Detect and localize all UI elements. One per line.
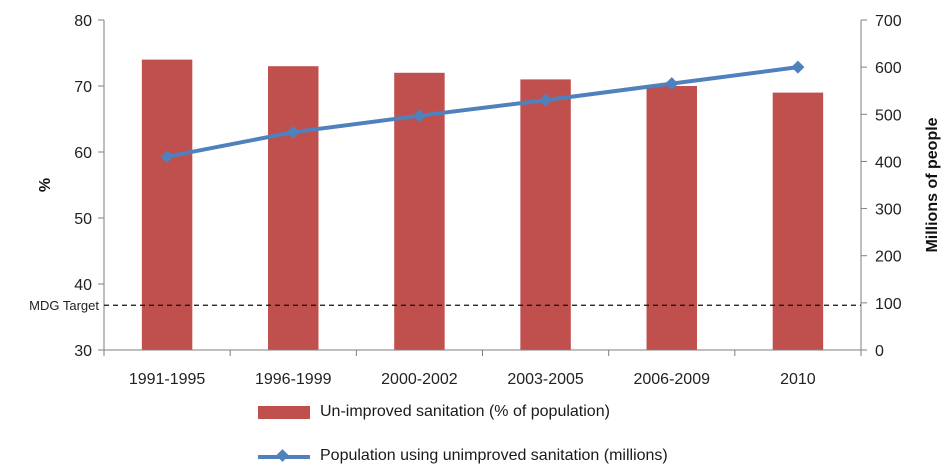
- x-tick-label: 2006-2009: [633, 371, 710, 388]
- bar: [520, 79, 571, 351]
- reference-line-group: MDG Target: [29, 298, 861, 313]
- line-point: [412, 109, 426, 123]
- y2-tick-label: 700: [875, 13, 902, 30]
- y2-tick-label: 300: [875, 202, 902, 219]
- x-tick-label: 1996-1999: [255, 371, 332, 388]
- category-labels: 1991-1995 1996-1999 2000-2002 2003-2005 2006…: [129, 371, 816, 388]
- legend-line-swatch: [258, 448, 310, 463]
- y2-tick-label: 400: [875, 154, 902, 171]
- y-axis-title: %: [37, 178, 54, 192]
- series-line: [166, 65, 799, 159]
- y2-tick-label: 0: [875, 343, 884, 360]
- x-tick-label: 2000-2002: [381, 371, 458, 388]
- legend-item-line: Population using unimproved sanitation (…: [258, 447, 668, 465]
- y2-tick-label: 600: [875, 60, 902, 77]
- y-tick-label: 70: [74, 79, 92, 96]
- x-tick-label: 1991-1995: [129, 371, 206, 388]
- bar: [141, 59, 193, 350]
- bar: [646, 86, 697, 350]
- ticks-group: 30 40 50 60 70 80 0 100 200 300 400 500 600 700: [74, 13, 902, 360]
- y-tick-label: 50: [74, 211, 92, 228]
- y2-tick-label: 500: [875, 107, 902, 124]
- legend-bar-swatch: [258, 405, 310, 419]
- y2-axis-title: Millions of people: [924, 117, 941, 252]
- line-point: [665, 77, 679, 91]
- bars-group: [141, 59, 824, 351]
- y-tick-label: 80: [74, 13, 92, 30]
- bar: [772, 92, 824, 350]
- x-tick-label: 2003-2005: [507, 371, 584, 388]
- bar: [268, 66, 319, 350]
- line-point: [539, 93, 553, 107]
- line-point: [160, 150, 174, 164]
- legend-line-label: Population using unimproved sanitation (…: [320, 447, 668, 464]
- line-point: [791, 60, 805, 74]
- legend-bar-label: Un-improved sanitation (% of population): [320, 403, 610, 420]
- legend-item-bars: Un-improved sanitation (% of population): [258, 403, 610, 421]
- axes-group: [103, 20, 862, 351]
- y-tick-label: 40: [74, 277, 92, 294]
- y2-tick-label: 100: [875, 296, 902, 313]
- y-tick-label: 60: [74, 145, 92, 162]
- x-tick-label: 2010: [780, 371, 816, 388]
- line-series-group: [160, 60, 805, 164]
- y2-tick-label: 200: [875, 249, 902, 266]
- y-tick-label: 30: [74, 343, 92, 360]
- line-point: [286, 125, 300, 139]
- reference-line-label: MDG Target: [29, 298, 99, 313]
